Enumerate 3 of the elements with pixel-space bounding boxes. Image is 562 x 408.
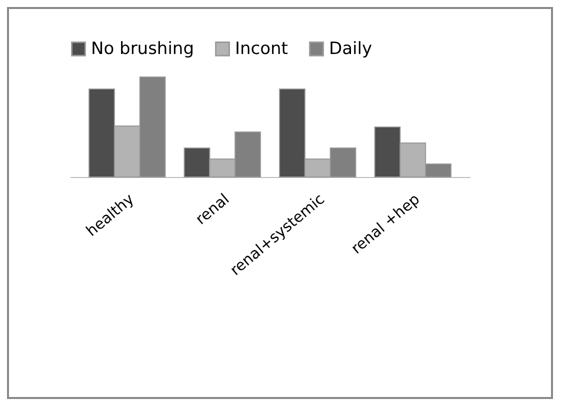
legend-label: Incont [235,38,288,59]
legend-label: No brushing [91,38,194,59]
legend-label: Daily [329,38,372,59]
